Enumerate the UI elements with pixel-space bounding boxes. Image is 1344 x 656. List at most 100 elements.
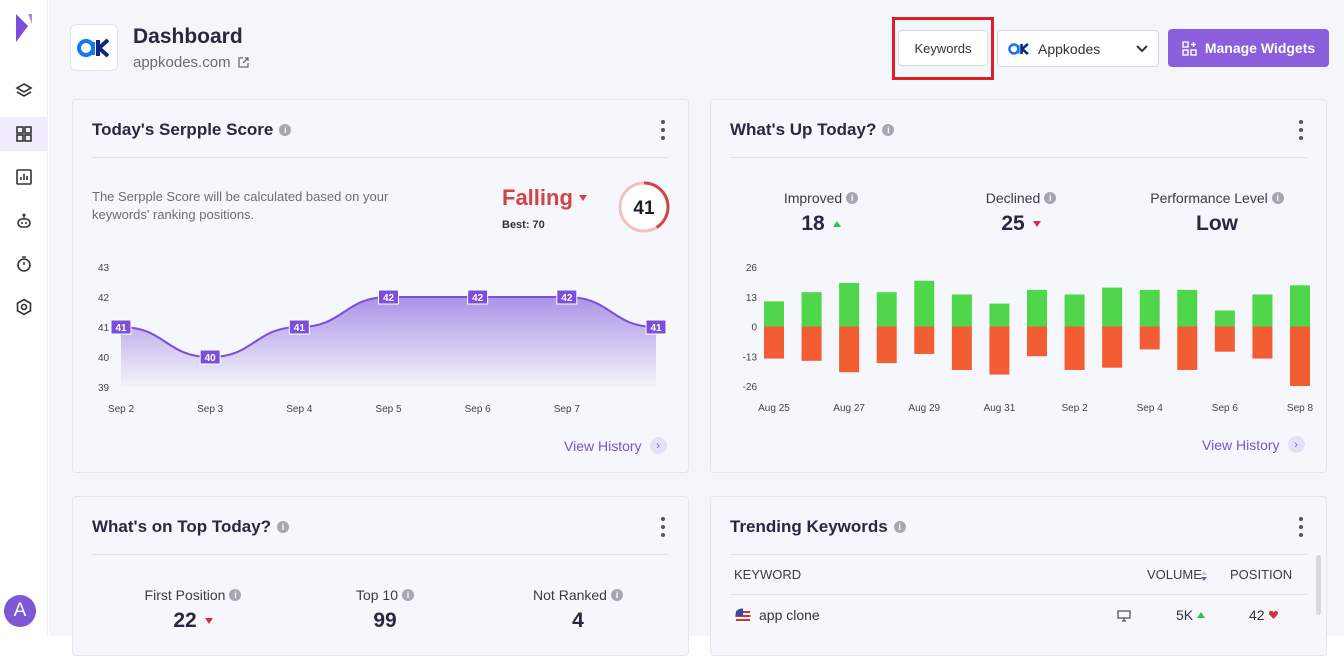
info-icon[interactable]: i [1044,192,1057,204]
improved-bar[interactable] [1290,285,1310,327]
data-label[interactable]: 41 [645,319,667,335]
data-label[interactable]: 42 [378,289,399,305]
heart-down-icon [1268,611,1278,619]
brand-logo[interactable] [0,8,48,48]
col-keyword[interactable]: KEYWORD [734,567,802,582]
timer-icon[interactable] [0,247,48,281]
info-icon[interactable]: i [893,521,906,533]
declined-bar[interactable] [876,326,897,364]
svg-text:42: 42 [472,293,484,304]
settings-icon[interactable] [0,290,48,324]
chevron-right-icon: › [1287,436,1305,453]
bot-icon[interactable] [0,204,48,238]
keywords-button[interactable]: Keywords [898,30,988,66]
project-select[interactable]: Appkodes [997,30,1159,67]
x-tick-label: Sep 7 [554,404,581,415]
score-card-title-text: Today's Serpple Score [92,120,274,139]
improved-bar[interactable] [1139,289,1160,327]
first-position-stat: First Position i 22 [123,587,263,633]
declined-bar[interactable] [1027,326,1047,357]
on-top-menu-icon[interactable] [659,517,667,537]
improved-bar[interactable] [839,283,860,327]
col-volume[interactable]: VOLUME [1147,567,1202,582]
col-position[interactable]: POSITION [1230,567,1293,582]
improved-bar[interactable] [764,301,784,327]
position-value: 42 [1249,607,1265,623]
info-icon[interactable]: i [277,521,290,533]
info-icon[interactable]: i [610,589,623,601]
declined-bar[interactable] [1177,326,1198,370]
score-description: The Serpple Score will be calculated bas… [92,189,389,222]
improved-bar[interactable] [1064,294,1085,327]
x-tick-label: Aug 25 [758,403,790,414]
performance-stat: Performance Level i Low [1147,190,1287,236]
whats-up-menu-icon[interactable] [1297,120,1305,140]
page-title: Dashboard [133,25,243,48]
declined-bar[interactable] [989,326,1010,375]
manage-widgets-button[interactable]: Manage Widgets [1168,29,1329,67]
info-icon[interactable]: i [846,192,859,204]
on-top-title: What's on Top Today? i [92,517,290,537]
not-ranked-label: Not Ranked [533,587,607,603]
data-label[interactable]: 41 [288,319,310,335]
declined-bar[interactable] [1064,326,1085,370]
improved-bar[interactable] [1102,287,1123,327]
improved-bar[interactable] [951,294,972,327]
data-label[interactable]: 41 [110,319,132,335]
improved-bar[interactable] [1252,294,1273,327]
up-arrow-icon [1197,612,1206,618]
improved-bar[interactable] [801,292,822,327]
improved-bar[interactable] [1027,289,1047,327]
improved-bar[interactable] [1177,289,1198,327]
declined-bar[interactable] [1214,326,1235,352]
y-tick-label: 0 [751,323,757,334]
improved-bar[interactable] [1214,310,1235,327]
declined-bar[interactable] [951,326,972,370]
info-icon[interactable]: i [279,124,292,136]
table-row[interactable]: app clone 5K 42 [730,605,1326,635]
info-icon[interactable]: i [229,589,242,601]
declined-bar[interactable] [839,326,860,373]
declined-bar[interactable] [764,326,784,359]
score-view-history-link[interactable]: View History › [564,437,667,454]
info-icon[interactable]: i [402,589,415,601]
sort-icon[interactable] [1200,569,1208,583]
dashboard-icon[interactable] [0,117,48,151]
trending-menu-icon[interactable] [1297,517,1305,537]
improved-bar[interactable] [876,292,897,327]
svg-text:40: 40 [205,353,217,364]
x-tick-label: Sep 6 [465,404,492,415]
x-tick-label: Aug 29 [908,403,940,414]
improved-bar[interactable] [989,303,1010,327]
improved-bar[interactable] [914,280,935,327]
score-ring: 41 [618,181,670,233]
y-tick-label: 41 [98,323,110,334]
view-history-text: View History [564,437,642,454]
keywords-highlight-box [892,17,994,80]
score-trend-text: Falling [502,185,573,210]
score-card-title: Today's Serpple Score i [92,120,292,140]
score-card-menu-icon[interactable] [659,120,667,140]
data-label[interactable]: 42 [556,289,578,305]
declined-bar[interactable] [1252,326,1273,359]
avatar[interactable]: A [4,595,36,627]
whats-up-title-text: What's Up Today? [730,120,877,139]
reports-icon[interactable] [0,160,48,194]
divider [92,554,669,555]
declined-bar[interactable] [1102,326,1123,368]
chevron-right-icon: › [649,437,667,454]
not-ranked-stat: Not Ranked i 4 [513,587,643,633]
declined-bar[interactable] [801,326,822,361]
data-label[interactable]: 40 [199,349,221,365]
layers-icon[interactable] [0,74,48,108]
info-icon[interactable]: i [1271,192,1284,204]
whats-up-view-history-link[interactable]: View History › [1202,436,1305,453]
declined-bar[interactable] [914,326,935,354]
keyword-position: 42 [1249,607,1278,623]
declined-bar[interactable] [1290,326,1310,387]
declined-bar[interactable] [1139,326,1160,350]
scrollbar[interactable] [1316,555,1321,615]
external-link-icon[interactable] [237,56,250,69]
info-icon[interactable]: i [882,124,895,136]
data-label[interactable]: 42 [467,289,489,305]
